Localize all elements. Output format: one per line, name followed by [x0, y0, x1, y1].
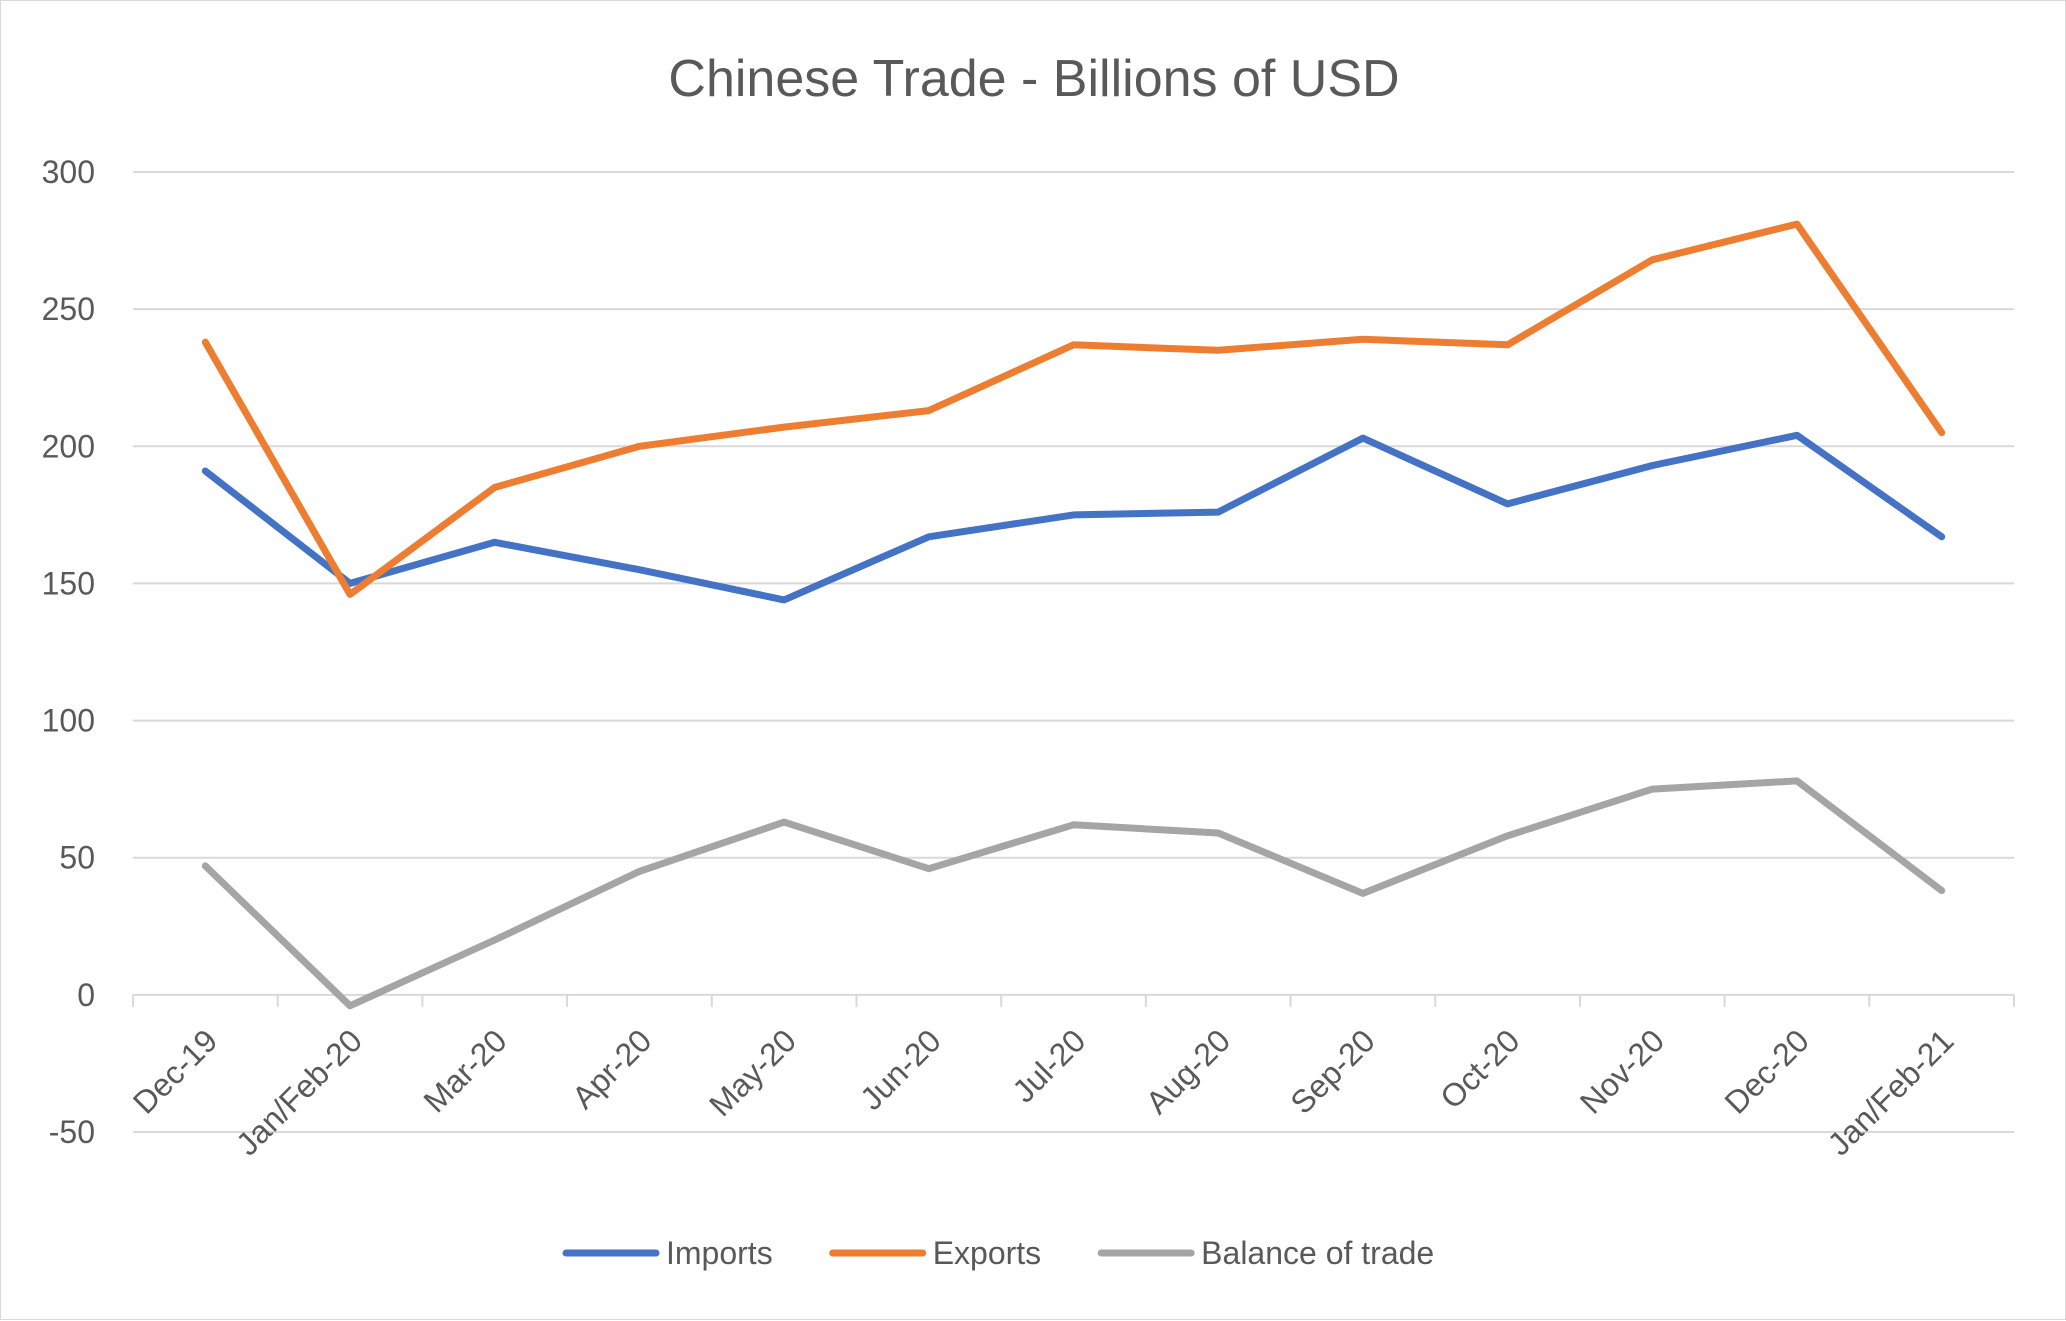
y-tick-label: 0 — [77, 977, 95, 1013]
x-tick-label: Jun-20 — [853, 1022, 948, 1117]
y-axis: -50 0 50 100 150 200 250 300 — [42, 154, 95, 1150]
x-tick-label: Mar-20 — [417, 1022, 514, 1119]
x-tick-label: Jan/Feb-21 — [1821, 1022, 1961, 1162]
y-tick-label: 150 — [42, 565, 95, 601]
series-lines — [201, 220, 1946, 1010]
x-tick-label: Jan/Feb-20 — [229, 1022, 369, 1162]
y-tick-label: 300 — [42, 154, 95, 190]
x-tick-label: Aug-20 — [1139, 1022, 1237, 1120]
y-tick-label: 250 — [42, 291, 95, 327]
series-line-exports — [201, 220, 1946, 598]
y-tick-label: 50 — [59, 840, 95, 876]
legend-label-balance-of-trade: Balance of trade — [1201, 1235, 1434, 1271]
legend: Imports Exports Balance of trade — [562, 1235, 1434, 1271]
series-line-balance-of-trade — [201, 777, 1946, 1010]
x-axis: Dec-19 Jan/Feb-20 Mar-20 Apr-20 May-20 Jun-20… — [126, 993, 2015, 1162]
y-tick-label: 100 — [42, 703, 95, 739]
x-tick-label: Sep-20 — [1283, 1022, 1381, 1120]
x-tick-label: Nov-20 — [1573, 1022, 1671, 1120]
y-tick-label: 200 — [42, 428, 95, 464]
legend-label-imports: Imports — [666, 1235, 773, 1271]
chart-title: Chinese Trade - Billions of USD — [668, 50, 1399, 108]
x-tick-label: Apr-20 — [565, 1022, 658, 1115]
y-tick-label: -50 — [49, 1114, 95, 1150]
legend-label-exports: Exports — [933, 1235, 1041, 1271]
x-tick-label: Dec-19 — [126, 1022, 224, 1120]
gridlines — [133, 171, 2014, 1133]
x-tick-label: May-20 — [702, 1022, 803, 1123]
x-tick-label: Oct-20 — [1433, 1022, 1526, 1115]
x-tick-label: Dec-20 — [1718, 1022, 1816, 1120]
x-tick-label: Jul-20 — [1005, 1022, 1092, 1109]
series-line-imports — [201, 431, 1946, 604]
